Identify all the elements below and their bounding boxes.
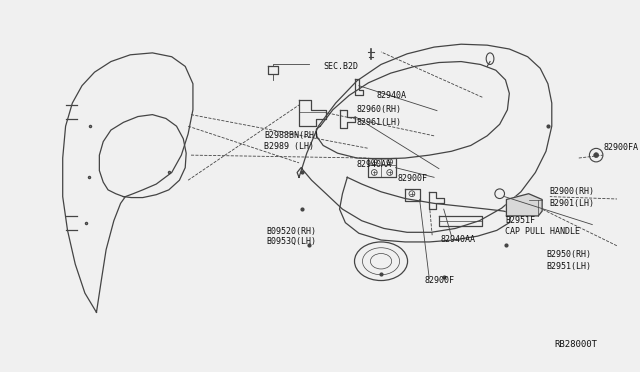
Text: RB28000T: RB28000T	[555, 340, 598, 349]
Text: 82960(RH): 82960(RH)	[357, 105, 402, 114]
Text: 82900F: 82900F	[397, 174, 428, 183]
Text: B2951F: B2951F	[506, 216, 536, 225]
Text: B2988BN(RH): B2988BN(RH)	[264, 131, 319, 140]
Text: 82900FA: 82900FA	[604, 143, 639, 152]
Circle shape	[594, 153, 598, 158]
Text: 82940A: 82940A	[376, 91, 406, 100]
Text: B2900(RH): B2900(RH)	[550, 187, 595, 196]
Text: 82940AA: 82940AA	[357, 160, 392, 169]
Text: B2989 (LH): B2989 (LH)	[264, 142, 314, 151]
Text: CAP PULL HANDLE: CAP PULL HANDLE	[506, 227, 580, 236]
Text: 82961(LH): 82961(LH)	[357, 118, 402, 127]
Text: B2901(LH): B2901(LH)	[550, 199, 595, 208]
Text: B09520(RH): B09520(RH)	[266, 227, 316, 236]
Text: 82900F: 82900F	[424, 276, 454, 285]
Text: SEC.B2D: SEC.B2D	[323, 62, 358, 71]
Polygon shape	[506, 194, 542, 216]
Text: B2951(LH): B2951(LH)	[546, 262, 591, 270]
Text: B2950(RH): B2950(RH)	[546, 250, 591, 259]
Text: B0953Q(LH): B0953Q(LH)	[266, 237, 316, 247]
Text: 82940AA: 82940AA	[441, 235, 476, 244]
